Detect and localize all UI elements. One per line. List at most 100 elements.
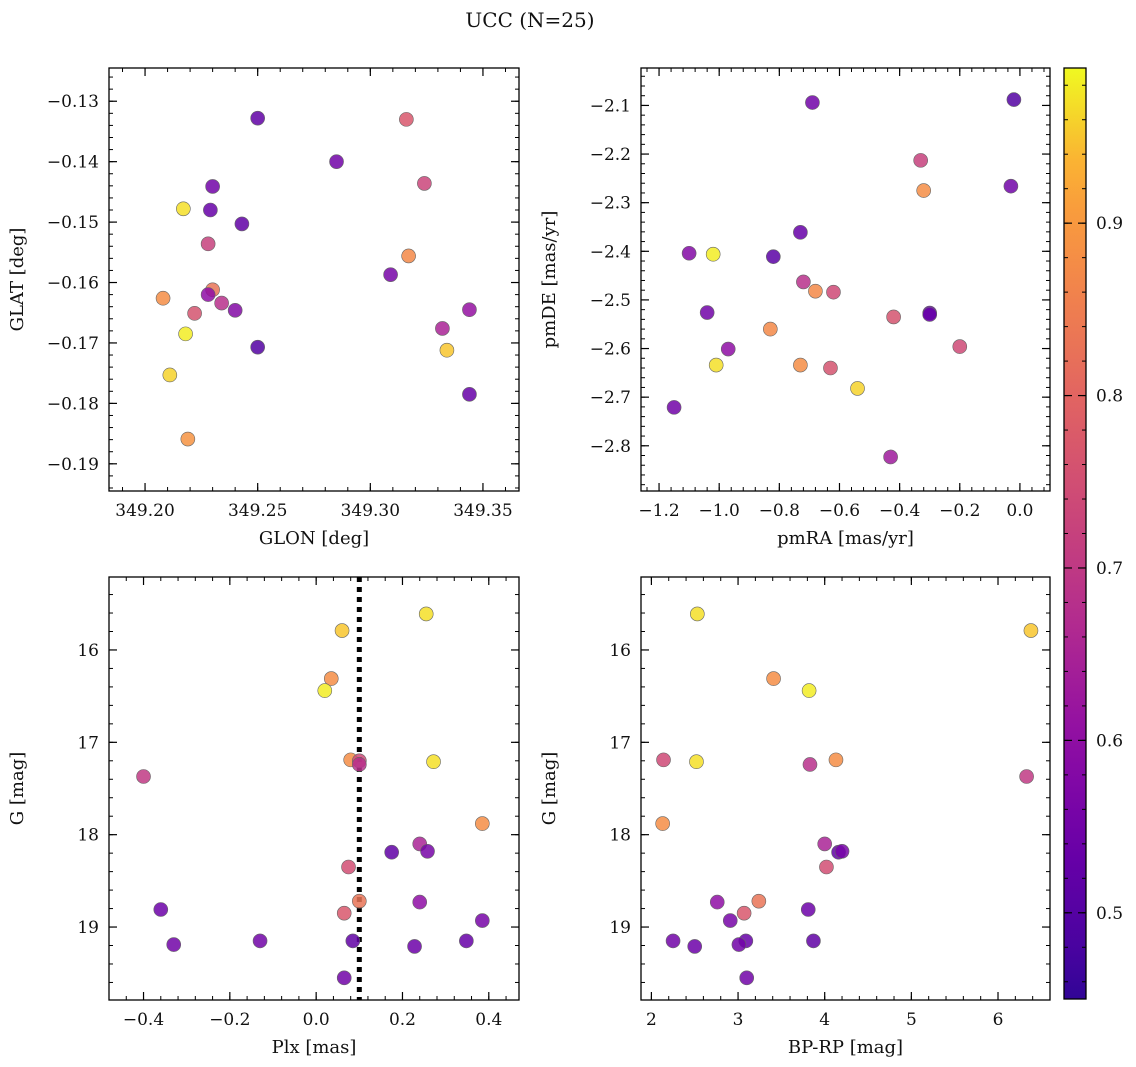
scatter-point	[708, 357, 724, 373]
axes-frame	[640, 576, 1051, 1001]
scatter-point	[203, 202, 218, 218]
y-tick-label: −0.14	[47, 153, 99, 173]
scatter-point	[418, 606, 434, 622]
x-axis-label: GLON [deg]	[259, 528, 369, 549]
x-axis-label: Plx [mas]	[272, 1037, 357, 1058]
scatter-point	[709, 894, 725, 910]
scatter-point	[475, 816, 490, 831]
scatter-point	[399, 112, 414, 127]
y-tick-label: −2.7	[590, 388, 631, 408]
scatter-point	[384, 844, 399, 860]
y-tick-label: −0.15	[47, 213, 99, 233]
scatter-point	[819, 859, 834, 875]
scatter-point	[665, 933, 681, 949]
colorbar: 0.5 0.6 0.7 0.8 0.9	[1063, 67, 1123, 1000]
scatter-point	[699, 305, 715, 320]
scatter-point	[412, 894, 428, 910]
y-axis-label: GLAT [deg]	[7, 228, 28, 332]
scatter-point	[763, 321, 778, 337]
y-tick-label: 19	[609, 918, 631, 938]
scatter-point	[136, 769, 151, 784]
scatter-point	[462, 387, 477, 402]
scatter-point	[1006, 92, 1022, 107]
scatter-point	[252, 933, 268, 949]
scatter-point	[656, 752, 671, 768]
x-tick-label: 3	[733, 1010, 744, 1030]
scatter-point	[336, 905, 352, 921]
axes-frame	[640, 67, 1051, 492]
scatter-point	[766, 249, 781, 264]
scatter-point	[739, 970, 755, 986]
scatter-point	[162, 367, 178, 383]
x-tick-label: 2	[646, 1010, 657, 1030]
scatter-point	[205, 179, 220, 194]
y-tick-label: 19	[77, 918, 99, 938]
panel-plx-g: −0.4 −0.2 0.0 0.2 0.4 16 17 18 19 Plx [mas] G [mag…	[7, 576, 520, 1058]
scatter-point	[200, 287, 216, 302]
axes-frame	[108, 67, 520, 492]
scatter-point	[655, 816, 670, 831]
scatter-point	[689, 754, 704, 770]
scatter-point	[720, 341, 736, 357]
x-tick-label: −0.4	[123, 1010, 164, 1030]
scatter-point	[407, 939, 422, 954]
y-tick-label: 17	[77, 733, 99, 753]
scatter-point	[834, 844, 850, 859]
scatter-point	[166, 937, 182, 952]
scatter-point	[751, 893, 767, 909]
scatter-point	[766, 671, 781, 686]
panel-pm: −1.2 −1.0 −0.8 −0.6 −0.4 −0.2 0.0 −2.1 −2.2 −2.3 −…	[539, 67, 1051, 549]
scatter-point	[200, 236, 216, 252]
x-tick-label: −1.0	[699, 501, 740, 521]
scatter-point	[345, 933, 361, 949]
y-tick-label: −2.2	[590, 145, 631, 165]
x-tick-label: −0.2	[209, 1010, 250, 1030]
y-tick-label: −0.13	[47, 92, 99, 112]
scatter-point	[178, 326, 193, 342]
scatter-point	[823, 360, 838, 376]
scatter-point	[352, 893, 367, 909]
scatter-point	[808, 283, 823, 299]
y-tick-label: −0.16	[47, 274, 99, 294]
scatter-point	[401, 248, 416, 264]
y-tick-label: −2.1	[590, 96, 631, 116]
scatter-point	[341, 859, 356, 875]
scatter-point	[475, 913, 490, 928]
scatter-point	[1019, 769, 1034, 784]
scatter-point	[329, 154, 344, 169]
scatter-point	[800, 902, 816, 917]
x-tick-label: 0.0	[1006, 501, 1033, 521]
y-axis-label: G [mag]	[539, 752, 560, 825]
scatter-point	[731, 937, 747, 952]
x-tick-label: 0.2	[389, 1010, 416, 1030]
scatter-point	[234, 216, 250, 232]
y-tick-label: −0.17	[47, 334, 99, 354]
y-tick-label: 18	[609, 826, 631, 846]
y-tick-label: −0.19	[47, 455, 99, 475]
y-axis-label: pmDE [mas/yr]	[539, 211, 560, 349]
scatter-point	[250, 110, 265, 126]
scatter-point	[227, 303, 243, 318]
scatter-point	[828, 752, 844, 768]
colorbar-tick-label: 0.7	[1096, 559, 1123, 579]
scatter-point	[916, 183, 931, 198]
x-tick-label: 0.4	[475, 1010, 502, 1030]
x-tick-label: 349.35	[453, 501, 512, 521]
x-tick-label: 4	[819, 1010, 830, 1030]
scatter-point	[806, 933, 821, 949]
x-tick-label: −1.2	[638, 501, 679, 521]
scatter-point	[886, 309, 901, 325]
x-tick-label: −0.2	[939, 501, 980, 521]
axes-frame	[108, 576, 520, 1001]
scatter-point	[793, 357, 808, 373]
x-tick-label: 349.25	[228, 501, 287, 521]
y-tick-label: −2.3	[590, 194, 631, 214]
x-tick-label: −0.4	[879, 501, 920, 521]
x-tick-label: −0.6	[819, 501, 860, 521]
panels-group: 349.20 349.25 349.30 349.35 −0.13 −0.14 −0.15 −…	[7, 67, 1051, 1058]
scatter-point	[826, 284, 841, 300]
y-tick-label: −2.4	[590, 242, 631, 262]
x-tick-label: 5	[906, 1010, 917, 1030]
colorbar-tick-label: 0.9	[1096, 214, 1123, 234]
